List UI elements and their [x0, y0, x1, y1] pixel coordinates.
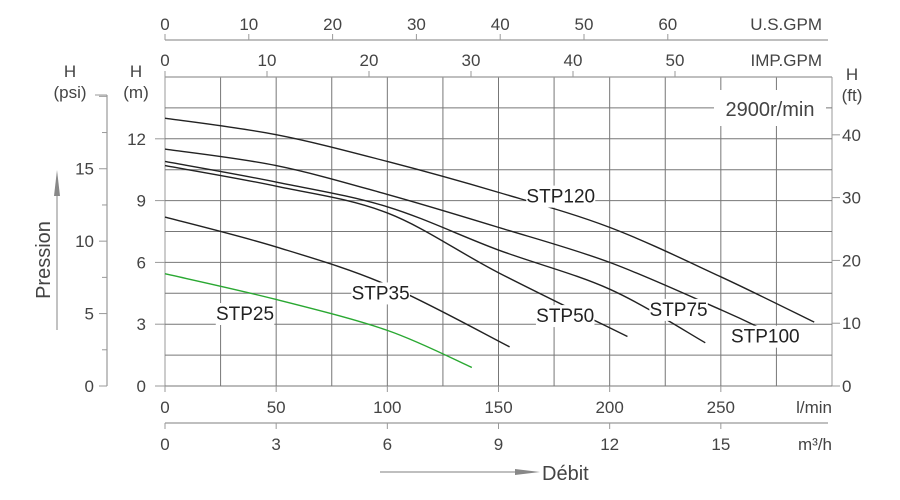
- ft-axis-unit: (ft): [842, 86, 863, 105]
- hm-tick-label: 9: [137, 192, 146, 211]
- ft-tick-label: 0: [842, 377, 851, 396]
- curve-label-bg: [649, 298, 708, 321]
- m3h-tick-label: 15: [711, 435, 730, 454]
- curve-stp25: [164, 273, 473, 369]
- curve-label-stp100: STP100: [731, 327, 800, 348]
- x-axis-arrow-icon: [515, 469, 540, 475]
- lmin-tick-label: 200: [595, 398, 623, 417]
- lmin-tick-label: 150: [484, 398, 512, 417]
- hm-tick-label: 3: [137, 315, 146, 334]
- us-gpm-tick-label: 30: [407, 15, 426, 34]
- hm-axis-unit: (m): [123, 83, 148, 102]
- imp-gpm-tick-label: 50: [666, 51, 685, 70]
- us-gpm-tick-label: 20: [323, 15, 342, 34]
- curve-stp120: [164, 117, 815, 323]
- x-axis-title: Débit: [542, 463, 589, 485]
- imp-gpm-tick-label: 30: [462, 51, 481, 70]
- m3h-tick-label: 3: [271, 435, 280, 454]
- ft-tick-label: 30: [842, 189, 861, 208]
- ft-tick-label: 20: [842, 251, 861, 270]
- m3h-unit: m³/h: [798, 435, 832, 454]
- curve-stp50: [164, 164, 628, 338]
- hm-axis-title: H: [130, 62, 142, 81]
- hm-tick-label: 6: [137, 253, 146, 272]
- lmin-tick-label: 0: [160, 398, 169, 417]
- speed-label-bg: [714, 90, 826, 126]
- hm-tick-label: 0: [137, 377, 146, 396]
- psi-tick-label: 15: [75, 160, 94, 179]
- psi-axis-title: H: [64, 62, 76, 81]
- curve-label-bg: [351, 282, 410, 305]
- curve-label-stp25: STP25: [216, 304, 274, 325]
- curve-labels: STP120 STP100 STP75 STP50 STP35 STP25: [215, 185, 800, 348]
- curve-label-stp75: STP75: [650, 300, 708, 321]
- psi-tick-label: 0: [85, 377, 94, 396]
- curve-label-stp120: STP120: [526, 187, 595, 208]
- y-axis-arrow-icon: [54, 170, 60, 196]
- m3h-tick-label: 9: [494, 435, 503, 454]
- psi-axis-unit: (psi): [53, 83, 86, 102]
- lmin-tick-label: 100: [373, 398, 401, 417]
- curve-label-bg: [526, 185, 596, 208]
- ft-axis-title: H: [846, 65, 858, 84]
- psi-tick-label: 5: [85, 305, 94, 324]
- us-gpm-unit: U.S.GPM: [750, 15, 822, 34]
- us-gpm-tick-label: 10: [239, 15, 258, 34]
- curve-label-bg: [730, 325, 800, 348]
- lmin-tick-label: 50: [267, 398, 286, 417]
- m3h-tick-label: 12: [600, 435, 619, 454]
- imp-gpm-tick-label: 0: [160, 51, 169, 70]
- psi-tick-label: 10: [75, 232, 94, 251]
- us-gpm-tick-label: 40: [491, 15, 510, 34]
- curve-label-stp35: STP35: [352, 283, 410, 304]
- imp-gpm-tick-label: 40: [564, 51, 583, 70]
- lmin-unit: l/min: [796, 398, 832, 417]
- curve-label-stp50: STP50: [536, 306, 594, 327]
- ft-tick-label: 40: [842, 126, 861, 145]
- imp-gpm-unit: IMP.GPM: [751, 51, 822, 70]
- curve-stp100: [164, 148, 766, 332]
- curve-label-bg: [535, 305, 595, 328]
- us-gpm-tick-label: 50: [575, 15, 594, 34]
- lmin-tick-label: 250: [707, 398, 735, 417]
- m3h-tick-label: 0: [160, 435, 169, 454]
- pump-curves: [164, 117, 815, 369]
- ft-tick-label: 10: [842, 314, 861, 333]
- curve-stp75: [164, 160, 706, 344]
- imp-gpm-tick-label: 10: [258, 51, 277, 70]
- speed-label: 2900r/min: [726, 99, 815, 121]
- us-gpm-tick-label: 60: [658, 15, 677, 34]
- curve-stp35: [164, 216, 510, 348]
- us-gpm-tick-label: 0: [160, 15, 169, 34]
- m3h-tick-label: 6: [383, 435, 392, 454]
- hm-tick-label: 12: [127, 130, 146, 149]
- imp-gpm-tick-label: 20: [360, 51, 379, 70]
- y-axis-title: Pression: [33, 221, 55, 299]
- curve-label-bg: [215, 303, 275, 326]
